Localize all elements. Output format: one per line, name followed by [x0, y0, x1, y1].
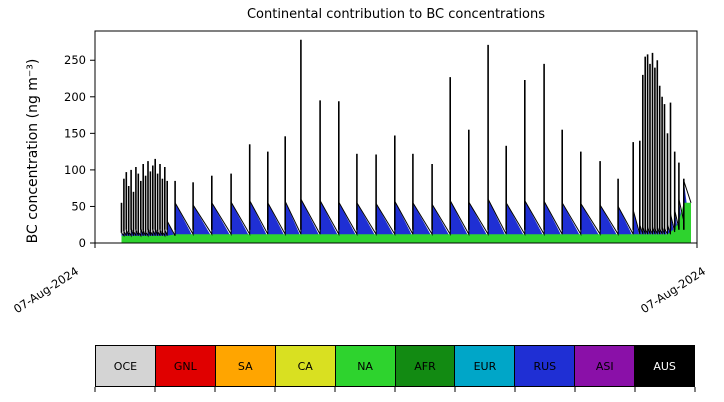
y-tick-label: 0 — [79, 236, 86, 250]
rus-sawtooth-area — [121, 180, 691, 243]
continent-legend: OCE GNL SA CA NA AFR EUR RUS ASI AUS — [95, 345, 695, 387]
legend-item-afr: AFR — [395, 346, 456, 386]
legend-item-eur: EUR — [455, 346, 516, 386]
y-tick-label: 200 — [64, 90, 86, 104]
legend-item-rus: RUS — [515, 346, 576, 386]
legend-item-gnl: GNL — [155, 346, 216, 386]
legend-item-oce: OCE — [96, 346, 156, 386]
y-tick-label: 150 — [64, 126, 86, 140]
plot-border — [94, 30, 698, 244]
y-tick-label: 250 — [64, 53, 86, 67]
legend-item-aus: AUS — [635, 346, 695, 386]
y-tick-label: 100 — [64, 163, 86, 177]
y-axis-label: BC concentration (ng m⁻³) — [25, 58, 41, 244]
na-base-area — [121, 202, 691, 243]
chart-title: Continental contribution to BC concentra… — [246, 7, 546, 22]
y-tick-label: 50 — [71, 199, 86, 213]
legend-item-na: NA — [335, 346, 396, 386]
legend-item-sa: SA — [215, 346, 276, 386]
legend-item-asi: ASI — [575, 346, 636, 386]
legend-item-ca: CA — [275, 346, 336, 386]
